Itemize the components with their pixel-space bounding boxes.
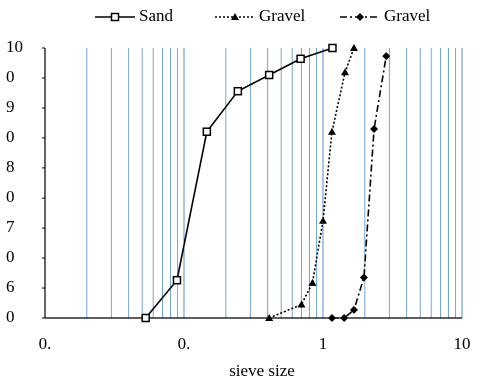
y-tick-label: 10: [6, 37, 23, 56]
y-tick-label: 8: [6, 157, 15, 176]
marker: [172, 275, 182, 285]
y-tick-label: 0: [6, 67, 15, 86]
y-tick-label: 6: [6, 277, 15, 296]
marker: [382, 52, 391, 61]
marker: [233, 86, 243, 96]
x-tick-label: 0.: [178, 334, 191, 353]
marker: [308, 278, 317, 286]
legend-marker: [356, 13, 364, 21]
x-tick-label: 0.: [39, 334, 52, 353]
marker: [359, 273, 368, 282]
legend-label: Sand: [139, 6, 174, 25]
marker: [341, 68, 350, 76]
marker: [264, 70, 274, 80]
marker: [319, 216, 327, 224]
y-tick-label: 0: [6, 127, 15, 146]
legend-marker: [110, 12, 120, 22]
legend-marker: [231, 13, 239, 20]
y-tick-label: 9: [6, 97, 15, 116]
y-tick-label: 0: [6, 187, 15, 206]
y-tick-label: 0: [6, 307, 15, 326]
x-tick-label: 10: [454, 334, 471, 353]
marker: [327, 314, 336, 322]
marker: [327, 127, 336, 135]
x-tick-label: 1: [319, 334, 328, 353]
legend-label: Gravel: [384, 6, 431, 25]
marker: [370, 125, 379, 133]
marker: [328, 43, 337, 53]
marker: [202, 127, 212, 136]
marker: [340, 314, 349, 322]
x-axis-label: sieve size: [229, 361, 295, 380]
y-tick-label: 0: [6, 247, 15, 266]
marker: [296, 54, 305, 64]
marker: [297, 300, 306, 308]
marker: [265, 314, 274, 321]
series-line: [268, 47, 355, 319]
y-tick-label: 7: [6, 217, 15, 236]
marker: [349, 305, 358, 314]
marker: [349, 44, 358, 51]
legend-label: Gravel: [259, 6, 306, 25]
marker: [141, 313, 150, 323]
